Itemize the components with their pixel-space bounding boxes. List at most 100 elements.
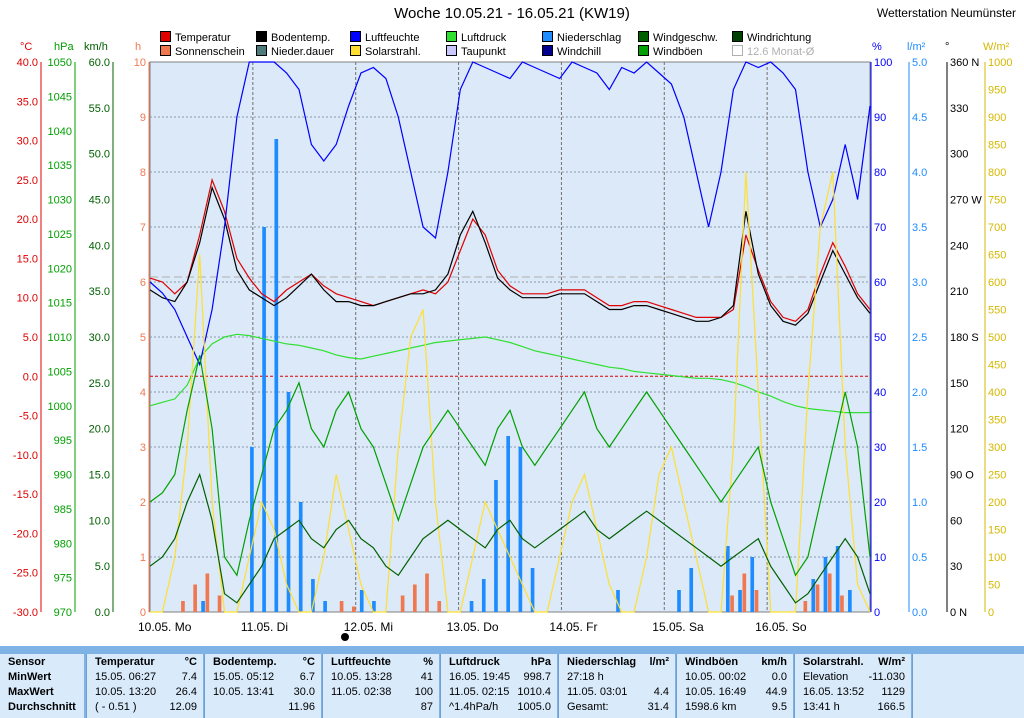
bar-niederschlag [811, 579, 816, 612]
cell-value: 4.4 [653, 686, 669, 698]
axis-tick-humid: 90 [874, 112, 886, 124]
x-tick-label: 13.05. Do [447, 620, 499, 634]
bar-niederschlag [726, 546, 730, 612]
axis-tick-solar: 750 [988, 195, 1006, 207]
legend-label: Luftdruck [461, 32, 507, 44]
legend-entry: Temperatur [160, 31, 231, 44]
row-label: MaxWert [8, 686, 54, 698]
series-line-luftfeuchte [149, 61, 871, 367]
axis-tick-humid: 70 [874, 222, 886, 234]
series-line-windgeschw. [149, 472, 871, 604]
axis-tick-solar: 0 [988, 607, 994, 619]
legend-label: Luftfeuchte [365, 32, 420, 44]
cell-label: 10.05. 13:41 [213, 686, 275, 698]
axis-unit-solar: W/m² [983, 41, 1010, 53]
axis-tick-press: 980 [54, 538, 72, 550]
axis-tick-humid: 20 [874, 497, 886, 509]
axis-tick-humid: 60 [874, 277, 886, 289]
bar-sonnenschein [400, 595, 405, 612]
x-tick-label: 11.05. Di [241, 620, 288, 634]
axis-tick-dir: 150 [950, 378, 968, 390]
bar-niederschlag [201, 601, 205, 612]
axis-tick-hours: 10 [134, 57, 146, 69]
bar-niederschlag [323, 601, 327, 612]
axis-tick-temp: 20.0 [17, 214, 38, 226]
cell-value: 41 [420, 671, 433, 683]
bar-niederschlag [298, 502, 303, 612]
table-column: Bodentemp. °C 15.05. 05:12 6.7 10.05. 13:41 3… [204, 654, 321, 718]
axis-tick-solar: 300 [988, 442, 1006, 454]
axis-tick-wind: 0.0 [95, 607, 110, 619]
column-unit: % [423, 656, 433, 668]
axis-tick-press: 1045 [48, 91, 72, 103]
series-line-windböen [149, 355, 871, 577]
bar-niederschlag [738, 590, 742, 612]
cell-label: Elevation [803, 671, 849, 683]
cell-value: 30.0 [293, 686, 315, 698]
cell-label: 11.05. 03:01 [567, 686, 628, 698]
cell-value: 1129 [881, 686, 905, 698]
legend-label: Bodentemp. [271, 32, 331, 44]
legend-label: 12.6 Monat-Ø [747, 46, 815, 58]
axis-tick-press: 1030 [48, 195, 72, 207]
bar-niederschlag [823, 557, 828, 612]
axis-tick-rain: 1.5 [912, 442, 927, 454]
axis-tick-solar: 50 [988, 580, 1000, 592]
column-unit: °C [184, 656, 197, 668]
axis-tick-wind: 35.0 [89, 286, 110, 298]
legend-label: Windchill [557, 46, 602, 58]
legend-label: Windböen [653, 46, 703, 58]
axis-tick-humid: 0 [874, 607, 880, 619]
axis-tick-hours: 9 [140, 112, 146, 124]
legend-entry: Sonnenschein [160, 45, 245, 58]
bar-sonnenschein [742, 573, 747, 612]
bar-niederschlag [530, 568, 535, 612]
moon-icon [341, 633, 349, 641]
row-label: Sensor [8, 656, 46, 668]
cell-label: 11.05. 02:15 [449, 686, 510, 698]
cell-value: 166.5 [877, 701, 905, 713]
axis-tick-dir: 60 [950, 515, 962, 527]
legend-entry: 12.6 Monat-Ø [732, 45, 814, 58]
axis-unit-hours: h [135, 41, 141, 53]
axis-tick-rain: 2.0 [912, 387, 927, 399]
cell-value: 0.0 [771, 671, 787, 683]
legend-entry: Taupunkt [446, 45, 506, 58]
column-unit: W/m² [878, 656, 905, 668]
legend-entry: Niederschlag [542, 31, 621, 44]
axis-tick-solar: 700 [988, 222, 1006, 234]
column-unit: l/m² [649, 656, 669, 668]
stats-table: Sensor MinWert MaxWert Durchschnitt Temperat… [0, 646, 1024, 718]
axis-tick-press: 1015 [48, 298, 72, 310]
axis-tick-dir: 360 N [950, 57, 979, 69]
bar-sonnenschein [425, 573, 429, 612]
axis-tick-temp: 0.0 [23, 371, 38, 383]
column-header: Luftdruck [449, 656, 500, 668]
axis-tick-rain: 4.5 [912, 112, 927, 124]
axis-tick-wind: 25.0 [89, 378, 110, 390]
cell-value: 1005.0 [517, 701, 551, 713]
bar-niederschlag [311, 579, 315, 612]
axis-tick-hours: 3 [140, 442, 146, 454]
axis-tick-dir: 120 [950, 424, 968, 436]
legend-label: Windgeschw. [653, 32, 718, 44]
table-column: Solarstrahl. W/m² Elevation -11.030 16.05. 1… [794, 654, 911, 718]
axis-tick-solar: 250 [988, 470, 1006, 482]
bar-sonnenschein [754, 590, 759, 612]
axis-tick-dir: 210 [950, 286, 968, 298]
axis-unit-wind: km/h [84, 41, 108, 53]
cell-label: 11.05. 02:38 [331, 686, 392, 698]
cell-value: 1010.4 [517, 686, 551, 698]
axis-tick-wind: 10.0 [89, 515, 110, 527]
cell-value: 31.4 [647, 701, 669, 713]
axis-tick-solar: 850 [988, 140, 1006, 152]
x-tick-label: 10.05. Mo [138, 620, 192, 634]
cell-label: 16.05. 13:52 [803, 686, 865, 698]
legend-label: Sonnenschein [175, 46, 245, 58]
axis-tick-temp: -20.0 [13, 528, 38, 540]
legend-swatch [732, 45, 743, 56]
weather-chart: 10.05. Mo 11.05. Di 12.05. Mi 13.05. Do 14.0… [13, 41, 1012, 641]
series-line-bodentemp. [149, 185, 871, 326]
cell-value: -11.030 [868, 671, 906, 683]
bar-sonnenschein [339, 601, 344, 612]
